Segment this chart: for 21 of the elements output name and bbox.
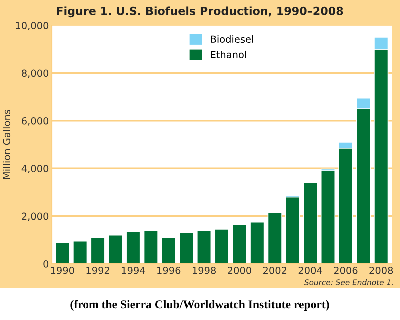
y-axis-title: Million Gallons bbox=[3, 110, 11, 180]
x-tick-label: 1998 bbox=[192, 266, 216, 274]
x-tick-label: 2006 bbox=[334, 266, 358, 274]
y-tick-label: 0 bbox=[44, 260, 49, 268]
legend-label: Biodiesel bbox=[211, 36, 254, 44]
y-tick-label: 6,000 bbox=[22, 117, 49, 126]
x-tick-label: 2004 bbox=[298, 266, 322, 274]
x-tick-label: 2000 bbox=[228, 266, 252, 274]
chart-title: Figure 1. U.S. Biofuels Production, 1990–2008 bbox=[57, 6, 344, 18]
legend-label: Ethanol bbox=[211, 50, 246, 58]
x-tick-label: 1992 bbox=[86, 266, 110, 274]
x-tick-label: 1990 bbox=[51, 266, 74, 274]
y-tick-label: 4,000 bbox=[22, 165, 49, 174]
x-tick-label: 2002 bbox=[263, 266, 287, 274]
y-tick-label: 2,000 bbox=[22, 212, 49, 222]
y-tick-label: 10,000 bbox=[16, 22, 49, 30]
x-tick-label: 1994 bbox=[122, 266, 146, 274]
text: (from the Sierra Club/Worldwatch Institute report) bbox=[70, 300, 330, 312]
y-tick-label: 8,000 bbox=[22, 70, 49, 78]
x-tick-label: 2008 bbox=[370, 266, 394, 274]
x-tick-label: 1996 bbox=[158, 266, 181, 274]
